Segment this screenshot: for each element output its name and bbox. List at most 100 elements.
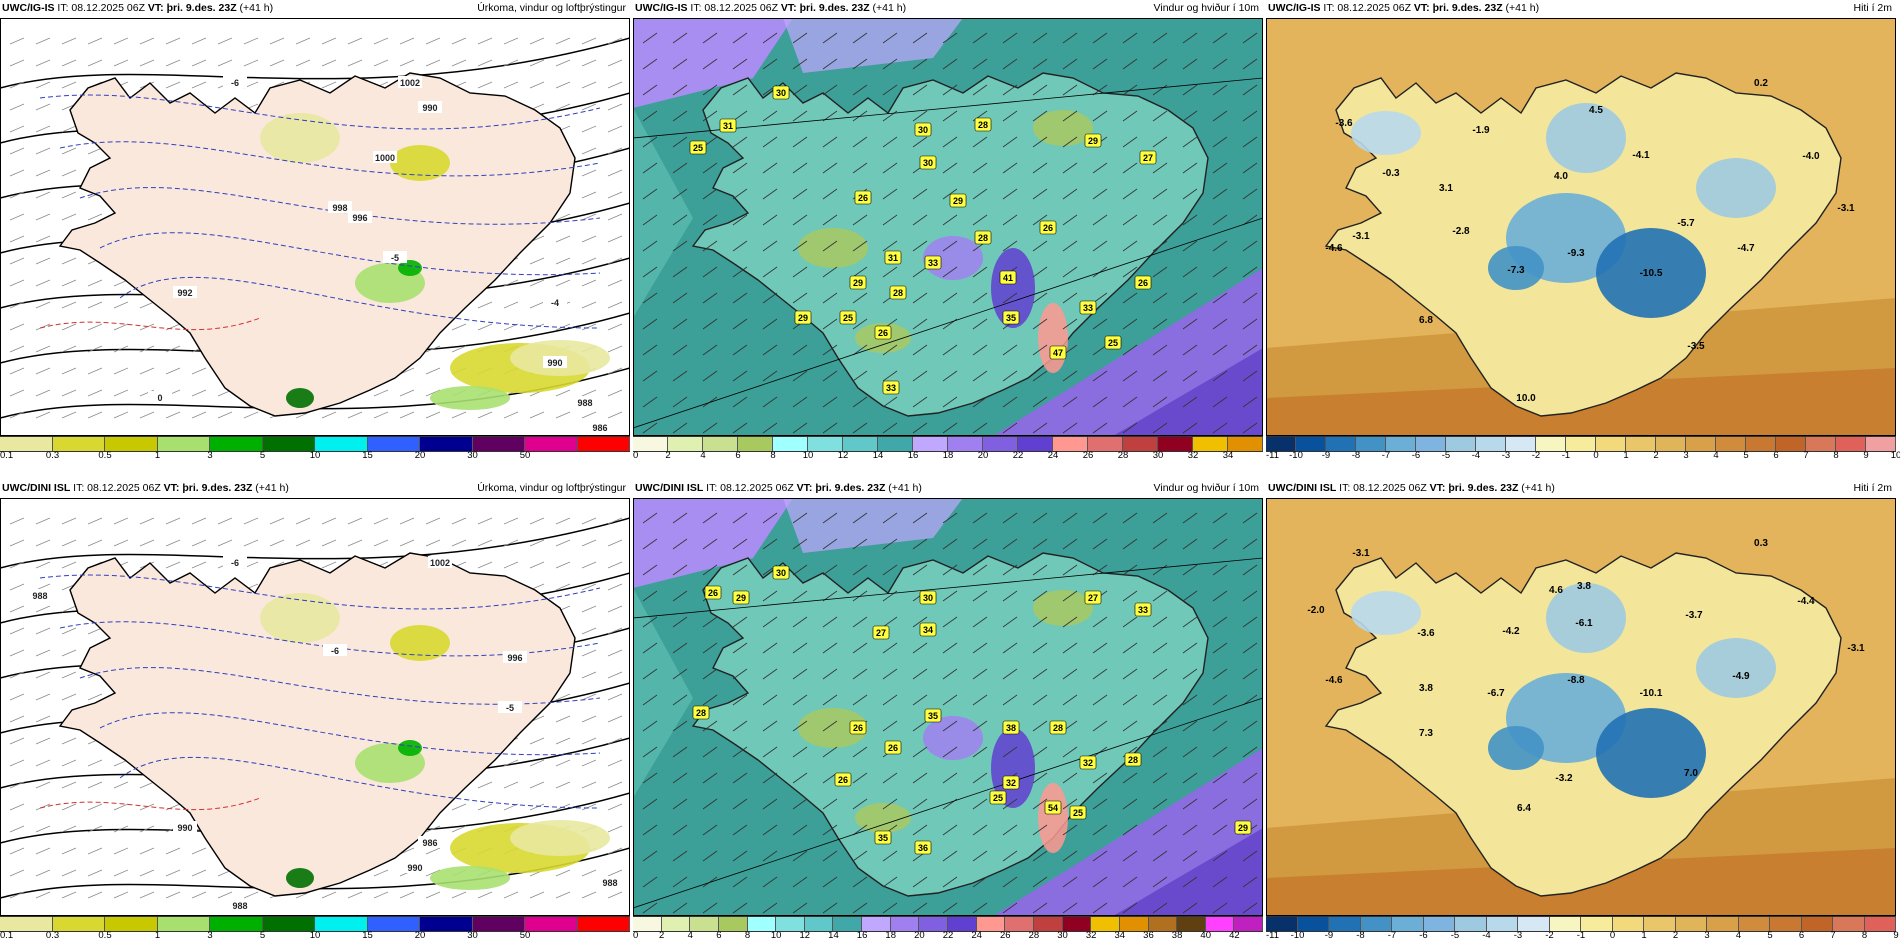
map-view[interactable]: 0.2 -3.6 -1.9 4.5 -4.1 -4.0 -0.3 4.0 3.1 -5.7 -3.1…	[1266, 18, 1896, 436]
colorbar-swatch	[1866, 437, 1896, 451]
temperature-label: 0.2	[1754, 78, 1768, 89]
svg-text:-3.1: -3.1	[1352, 548, 1370, 559]
gust-label: 28	[1124, 752, 1142, 767]
svg-text:26: 26	[838, 775, 848, 785]
colorbar-swatch	[773, 437, 808, 451]
map-view[interactable]: 30 31 25 30 28 29 27 30 26 29 26 28 31 33 41 29 28 26 33 29…	[633, 18, 1263, 436]
temperature-label: -2.8	[1452, 226, 1470, 237]
colorbar-tick-label: -8	[1351, 450, 1361, 461]
colorbar-tick-label: 5	[1767, 930, 1773, 941]
colorbar-tick-label: 0	[633, 930, 639, 941]
colorbar	[633, 436, 1263, 452]
colorbar-tick-label: 10	[309, 930, 321, 941]
panel-header: UWC/DINI ISL IT: 08.12.2025 06Z VT: þri.…	[1266, 480, 1896, 496]
svg-text:-6: -6	[331, 646, 339, 656]
colorbar-tick-label: 3	[207, 450, 213, 461]
colorbar-swatch	[878, 437, 913, 451]
colorbar-swatch	[843, 437, 878, 451]
colorbar-swatch	[1148, 917, 1178, 931]
svg-text:988: 988	[32, 591, 47, 601]
svg-text:988: 988	[232, 901, 247, 911]
svg-text:54: 54	[1048, 803, 1058, 813]
map-view[interactable]: 0.3 -3.1 4.6 3.8 -4.4 -2.0 -6.1 -3.7 -4.2 -3.6 -3.…	[1266, 498, 1896, 916]
svg-text:-4.0: -4.0	[1802, 151, 1820, 162]
colorbar-tick-label: 26	[999, 930, 1011, 941]
colorbar-swatch	[52, 917, 105, 931]
svg-text:-7.3: -7.3	[1507, 265, 1525, 276]
panel-header: UWC/DINI ISL IT: 08.12.2025 06Z VT: þri.…	[633, 480, 1263, 496]
colorbar-swatch	[52, 437, 105, 451]
isobar-label: -6	[223, 76, 247, 88]
isobar-label: 986	[588, 421, 612, 433]
temperature-label: 4.0	[1554, 171, 1568, 182]
colorbar-swatch	[525, 437, 578, 451]
colorbar-ticks: 0.1 0.3 0.5 1 3 5 10 15 20 30 50	[0, 450, 630, 462]
svg-text:-8.8: -8.8	[1567, 675, 1585, 686]
colorbar-tick-label: 1	[1641, 930, 1647, 941]
init-time: 08.12.2025 06Z	[1353, 482, 1427, 494]
temperature-label: 3.8	[1419, 683, 1433, 694]
colorbar-swatch	[1205, 917, 1235, 931]
lead-time: (+41 h)	[1505, 2, 1540, 14]
colorbar-swatch	[948, 437, 983, 451]
map-view[interactable]: 30 26 29 30 27 33 27 34 28 35 26 38 28 26 32 28 26 32 25 54…	[633, 498, 1263, 916]
colorbar-tick-label: -1	[1576, 930, 1586, 941]
colorbar-swatch	[315, 917, 368, 931]
temperature-label: -3.6	[1417, 628, 1435, 639]
svg-text:32: 32	[1006, 778, 1016, 788]
temperature-label: -10.1	[1640, 688, 1663, 699]
colorbar-tick-label: 0.1	[0, 450, 14, 461]
svg-text:28: 28	[978, 233, 988, 243]
colorbar-swatch	[472, 437, 525, 451]
colorbar-tick-label: 28	[1117, 450, 1129, 461]
run-info: UWC/IG-IS IT: 08.12.2025 06Z VT: þri. 9.…	[1268, 2, 1540, 14]
temperature-label: -6.7	[1487, 688, 1505, 699]
isobar-label: 990	[418, 101, 442, 113]
colorbar-tick-label: 26	[1082, 450, 1094, 461]
gust-label: 29	[949, 193, 967, 208]
svg-text:33: 33	[1083, 303, 1093, 313]
svg-text:35: 35	[928, 711, 938, 721]
model-name: UWC/IG-IS	[635, 2, 688, 14]
colorbar-swatch	[0, 917, 53, 931]
gust-label: 54	[1044, 800, 1062, 815]
gust-label: 26	[849, 720, 867, 735]
colorbar-tick-label: 20	[914, 930, 925, 941]
colorbar-tick-label: 5	[259, 450, 266, 461]
svg-text:30: 30	[776, 568, 786, 578]
svg-text:0: 0	[157, 393, 162, 403]
colorbar-tick-label: 0.1	[0, 930, 14, 941]
svg-text:33: 33	[1138, 605, 1148, 615]
run-info: UWC/IG-IS IT: 08.12.2025 06Z VT: þri. 9.…	[635, 2, 907, 14]
colorbar-swatch	[1297, 917, 1329, 931]
colorbar-tick-label: 5	[259, 930, 266, 941]
svg-text:4.0: 4.0	[1554, 171, 1568, 182]
colorbar-tick-label: 9	[1893, 930, 1899, 941]
colorbar-swatch	[1266, 437, 1296, 451]
colorbar-tick-label: -10	[1289, 450, 1303, 461]
map-view[interactable]: 1002 988 -6 -5 996 990 986 990 988 -6 988	[0, 498, 630, 916]
colorbar-tick-label: 40	[1200, 930, 1212, 941]
colorbar-swatch	[1158, 437, 1193, 451]
colorbar-swatch	[1549, 917, 1581, 931]
svg-text:-4.6: -4.6	[1325, 243, 1343, 254]
gust-label: 26	[874, 325, 892, 340]
temperature-label: -3.7	[1685, 610, 1703, 621]
colorbar-tick-label: 32	[1085, 930, 1097, 941]
colorbar-swatch	[1266, 917, 1298, 931]
svg-text:-4.7: -4.7	[1737, 243, 1755, 254]
map-view[interactable]: 1002 1000 998 996 992 990 988 986 990 -6 -5 -4 0	[0, 18, 630, 436]
colorbar-tick-label: 15	[362, 450, 373, 461]
panel-title: Vindur og hviður í 10m	[1153, 482, 1259, 494]
colorbar	[633, 916, 1264, 932]
colorbar-swatch	[525, 917, 578, 931]
panel-temp: UWC/IG-IS IT: 08.12.2025 06Z VT: þri. 9.…	[1266, 0, 1900, 461]
colorbar-tick-label: 38	[1171, 930, 1183, 941]
colorbar-tick-label: 3	[1683, 450, 1689, 461]
gust-label: 31	[719, 118, 737, 133]
map-frame	[1266, 18, 1896, 436]
svg-text:-3.6: -3.6	[1335, 118, 1353, 129]
colorbar-tick-label: -6	[1419, 930, 1428, 941]
colorbar-tick-label: 12	[799, 930, 811, 941]
